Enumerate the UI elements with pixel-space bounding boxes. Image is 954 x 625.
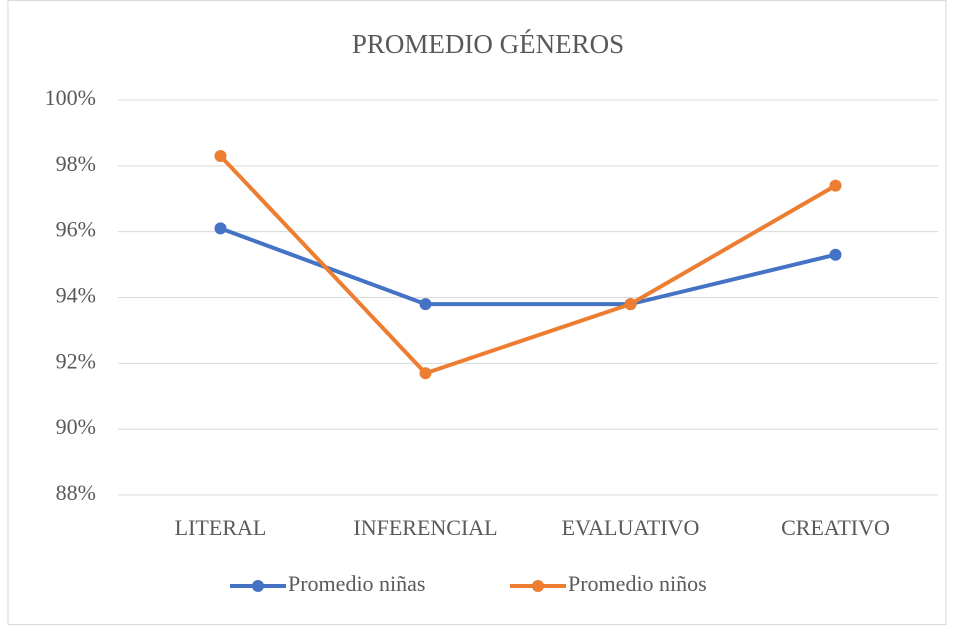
data-point [419, 298, 432, 311]
data-point [214, 149, 227, 162]
x-tick-label: INFERENCIAL [353, 515, 497, 540]
series-line [219, 154, 837, 376]
y-tick-label: 96% [56, 217, 96, 242]
y-tick-label: 98% [56, 151, 96, 176]
x-tick-label: EVALUATIVO [562, 515, 700, 540]
data-point [214, 222, 227, 235]
data-point [829, 179, 842, 192]
legend-label: Promedio niñas [288, 571, 426, 596]
y-tick-label: 92% [56, 348, 96, 373]
x-tick-label: LITERAL [175, 515, 267, 540]
y-tick-label: 90% [56, 414, 96, 439]
y-tick-label: 94% [56, 283, 96, 308]
x-tick-label: CREATIVO [781, 515, 890, 540]
legend-marker [532, 580, 544, 592]
data-point [419, 367, 432, 380]
legend-label: Promedio niños [568, 571, 707, 596]
y-tick-label: 88% [56, 480, 96, 505]
chart-title: PROMEDIO GÉNEROS [352, 29, 624, 59]
legend-marker [252, 580, 264, 592]
data-point [829, 248, 842, 261]
y-tick-label: 100% [45, 85, 96, 110]
data-point [624, 298, 637, 311]
